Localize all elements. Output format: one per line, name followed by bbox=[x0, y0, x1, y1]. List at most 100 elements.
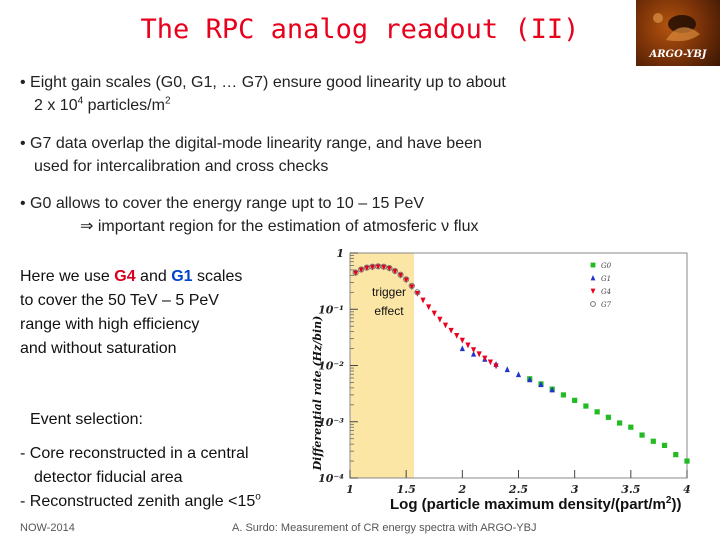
data-point-g4 bbox=[403, 277, 409, 284]
x-tick-label: 3.5 bbox=[621, 483, 640, 496]
data-point-g4 bbox=[420, 297, 426, 304]
data-point-g4 bbox=[448, 327, 454, 334]
legend-label: G0 bbox=[601, 262, 612, 270]
data-point-g0 bbox=[560, 392, 567, 398]
data-point-g4 bbox=[369, 264, 376, 271]
differential-rate-chart: 110⁻¹10⁻²10⁻³10⁻⁴1 1.5 2 2.5 3 3.5 4 G0G1G4G7 … bbox=[311, 247, 691, 496]
trigger-annotation-line-2: effect bbox=[374, 304, 404, 318]
bullet-2-line-2: used for intercalibration and cross chec… bbox=[34, 158, 329, 175]
data-point-g0 bbox=[605, 414, 611, 420]
legend-marker-g7 bbox=[590, 301, 596, 307]
data-point-g4 bbox=[459, 337, 465, 344]
data-point-g4 bbox=[493, 363, 499, 370]
data-point-g7 bbox=[403, 276, 410, 283]
trigger-annotation-line-1: trigger bbox=[372, 285, 406, 299]
implies-arrow: ⇒ bbox=[80, 218, 94, 235]
x-tick-label: 4 bbox=[683, 483, 691, 496]
data-point-g1 bbox=[459, 345, 465, 352]
data-point-g0 bbox=[572, 397, 578, 403]
data-point-g1 bbox=[504, 366, 510, 373]
data-point-g4 bbox=[431, 310, 437, 317]
data-point-g7 bbox=[380, 263, 387, 270]
data-point-g0 bbox=[661, 442, 668, 448]
chart-legend: G0 G1 G4 G7 bbox=[590, 262, 612, 309]
data-point-g4 bbox=[465, 342, 471, 349]
data-point-g0 bbox=[617, 420, 623, 426]
data-point-g4 bbox=[392, 268, 398, 275]
data-point-g4 bbox=[375, 264, 381, 270]
slide-title: The RPC analog readout (II) bbox=[140, 14, 580, 45]
logo-text: ARGO-YBJ bbox=[649, 49, 707, 60]
footer-author: A. Surdo: Measurement of CR energy spect… bbox=[232, 522, 537, 534]
bullet-g7-overlap: • G7 data overlap the digital-mode linea… bbox=[20, 132, 482, 178]
data-point-g1 bbox=[515, 371, 522, 378]
data-point-g7 bbox=[352, 269, 359, 276]
data-point-g4 bbox=[358, 267, 364, 274]
data-point-g4 bbox=[482, 355, 488, 362]
data-point-g4 bbox=[476, 351, 482, 358]
chart-ylabel: Differential rate (Hz/bin) bbox=[311, 316, 324, 472]
data-point-g0 bbox=[639, 432, 645, 438]
scales-line-2: to cover the 50 TeV – 5 PeV bbox=[20, 292, 219, 309]
data-point-g4 bbox=[442, 322, 449, 329]
footer-conference: NOW-2014 bbox=[20, 522, 75, 534]
logo-figure-icon bbox=[653, 13, 700, 42]
scales-line-4: and without saturation bbox=[20, 340, 177, 357]
selection-line-1: - Core reconstructed in a central bbox=[20, 445, 249, 462]
data-point-g4 bbox=[386, 265, 392, 272]
data-point-g7 bbox=[363, 264, 370, 271]
data-point-g4 bbox=[353, 270, 359, 277]
legend-marker-g4 bbox=[590, 288, 596, 294]
data-point-g0 bbox=[650, 438, 656, 444]
x-tick-label: 1.5 bbox=[397, 483, 416, 496]
data-point-g1 bbox=[470, 350, 477, 357]
legend-marker-g0 bbox=[590, 262, 596, 268]
data-point-g0 bbox=[594, 409, 600, 415]
selection-line-3: - Reconstructed zenith angle <15o bbox=[20, 491, 261, 510]
scales-line-3: range with high efficiency bbox=[20, 316, 200, 333]
y-tick-label: 10⁻³ bbox=[318, 416, 344, 429]
data-point-g4 bbox=[454, 333, 460, 339]
data-point-g4 bbox=[470, 347, 477, 354]
y-tick-label: 10⁻¹ bbox=[318, 303, 344, 316]
data-point-g1 bbox=[527, 376, 533, 383]
data-point-g7 bbox=[414, 289, 421, 296]
bullet-2-line-1: • G7 data overlap the digital-mode linea… bbox=[20, 135, 482, 152]
x-tick-label: 2 bbox=[458, 483, 467, 496]
data-point-g7 bbox=[408, 282, 415, 290]
chart-xlabel: Log (particle maximum density/(part/m2)) bbox=[390, 495, 682, 514]
bullet-gain-scales: • Eight gain scales (G0, G1, … G7) ensur… bbox=[20, 71, 506, 117]
data-point-g4 bbox=[437, 316, 443, 323]
event-selection-criteria: - Core reconstructed in a central detect… bbox=[20, 442, 261, 514]
data-point-g0 bbox=[673, 452, 679, 458]
y-tick-label: 10⁻² bbox=[318, 360, 344, 373]
x-tick-label: 1 bbox=[346, 483, 354, 496]
x-tick-label: 2.5 bbox=[508, 483, 528, 496]
data-point-g4 bbox=[426, 304, 432, 311]
legend-label: G4 bbox=[601, 288, 611, 296]
legend-label: G1 bbox=[601, 275, 611, 283]
data-point-g1 bbox=[549, 386, 555, 393]
data-point-g4 bbox=[409, 284, 415, 291]
selection-line-2: detector fiducial area bbox=[34, 469, 183, 486]
bullet-1-line-1: • Eight gain scales (G0, G1, … G7) ensur… bbox=[20, 74, 506, 91]
scales-line-1: Here we use G4 and G1 scales bbox=[20, 268, 243, 285]
scales-description: Here we use G4 and G1 scales to cover th… bbox=[20, 265, 242, 361]
argo-ybj-logo: ARGO-YBJ bbox=[636, 0, 720, 66]
data-point-g0 bbox=[684, 458, 690, 464]
legend-marker-g1 bbox=[590, 275, 596, 281]
g4-label: G4 bbox=[114, 268, 136, 285]
y-tick-label: 1 bbox=[336, 247, 344, 260]
data-point-g4 bbox=[487, 359, 494, 366]
bullet-3-line-2: ⇒ important region for the estimation of… bbox=[80, 218, 479, 235]
y-tick-label: 10⁻⁴ bbox=[318, 472, 344, 485]
legend-label: G7 bbox=[601, 301, 612, 309]
data-point-g7 bbox=[397, 271, 404, 278]
data-point-g4 bbox=[397, 272, 404, 279]
data-point-g4 bbox=[381, 264, 387, 271]
data-point-g7 bbox=[386, 264, 393, 272]
data-point-g4 bbox=[414, 290, 420, 297]
bullet-g0-range: • G0 allows to cover the energy range up… bbox=[20, 192, 478, 238]
bullet-1-line-2: 2 x 104 particles/m2 bbox=[34, 95, 171, 114]
data-point-g7 bbox=[391, 267, 399, 275]
